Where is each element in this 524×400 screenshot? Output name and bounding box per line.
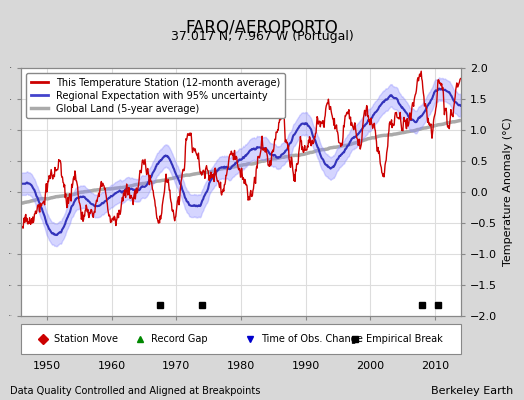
Text: Empirical Break: Empirical Break: [366, 334, 443, 344]
Text: 1960: 1960: [97, 361, 126, 371]
Text: 1970: 1970: [162, 361, 190, 371]
Text: 37.017 N, 7.967 W (Portugal): 37.017 N, 7.967 W (Portugal): [171, 30, 353, 43]
Text: Station Move: Station Move: [54, 334, 118, 344]
Y-axis label: Temperature Anomaly (°C): Temperature Anomaly (°C): [503, 118, 513, 266]
Text: 2000: 2000: [356, 361, 385, 371]
Text: 1950: 1950: [33, 361, 61, 371]
Text: 2010: 2010: [421, 361, 449, 371]
Text: FARO/AEROPORTO: FARO/AEROPORTO: [185, 18, 339, 36]
Text: Berkeley Earth: Berkeley Earth: [431, 386, 514, 396]
Text: Data Quality Controlled and Aligned at Breakpoints: Data Quality Controlled and Aligned at B…: [10, 386, 261, 396]
Text: Record Gap: Record Gap: [151, 334, 208, 344]
Legend: This Temperature Station (12-month average), Regional Expectation with 95% uncer: This Temperature Station (12-month avera…: [26, 73, 285, 118]
Text: 1980: 1980: [227, 361, 255, 371]
FancyBboxPatch shape: [21, 324, 461, 354]
Text: Time of Obs. Change: Time of Obs. Change: [261, 334, 363, 344]
Text: 1990: 1990: [292, 361, 320, 371]
